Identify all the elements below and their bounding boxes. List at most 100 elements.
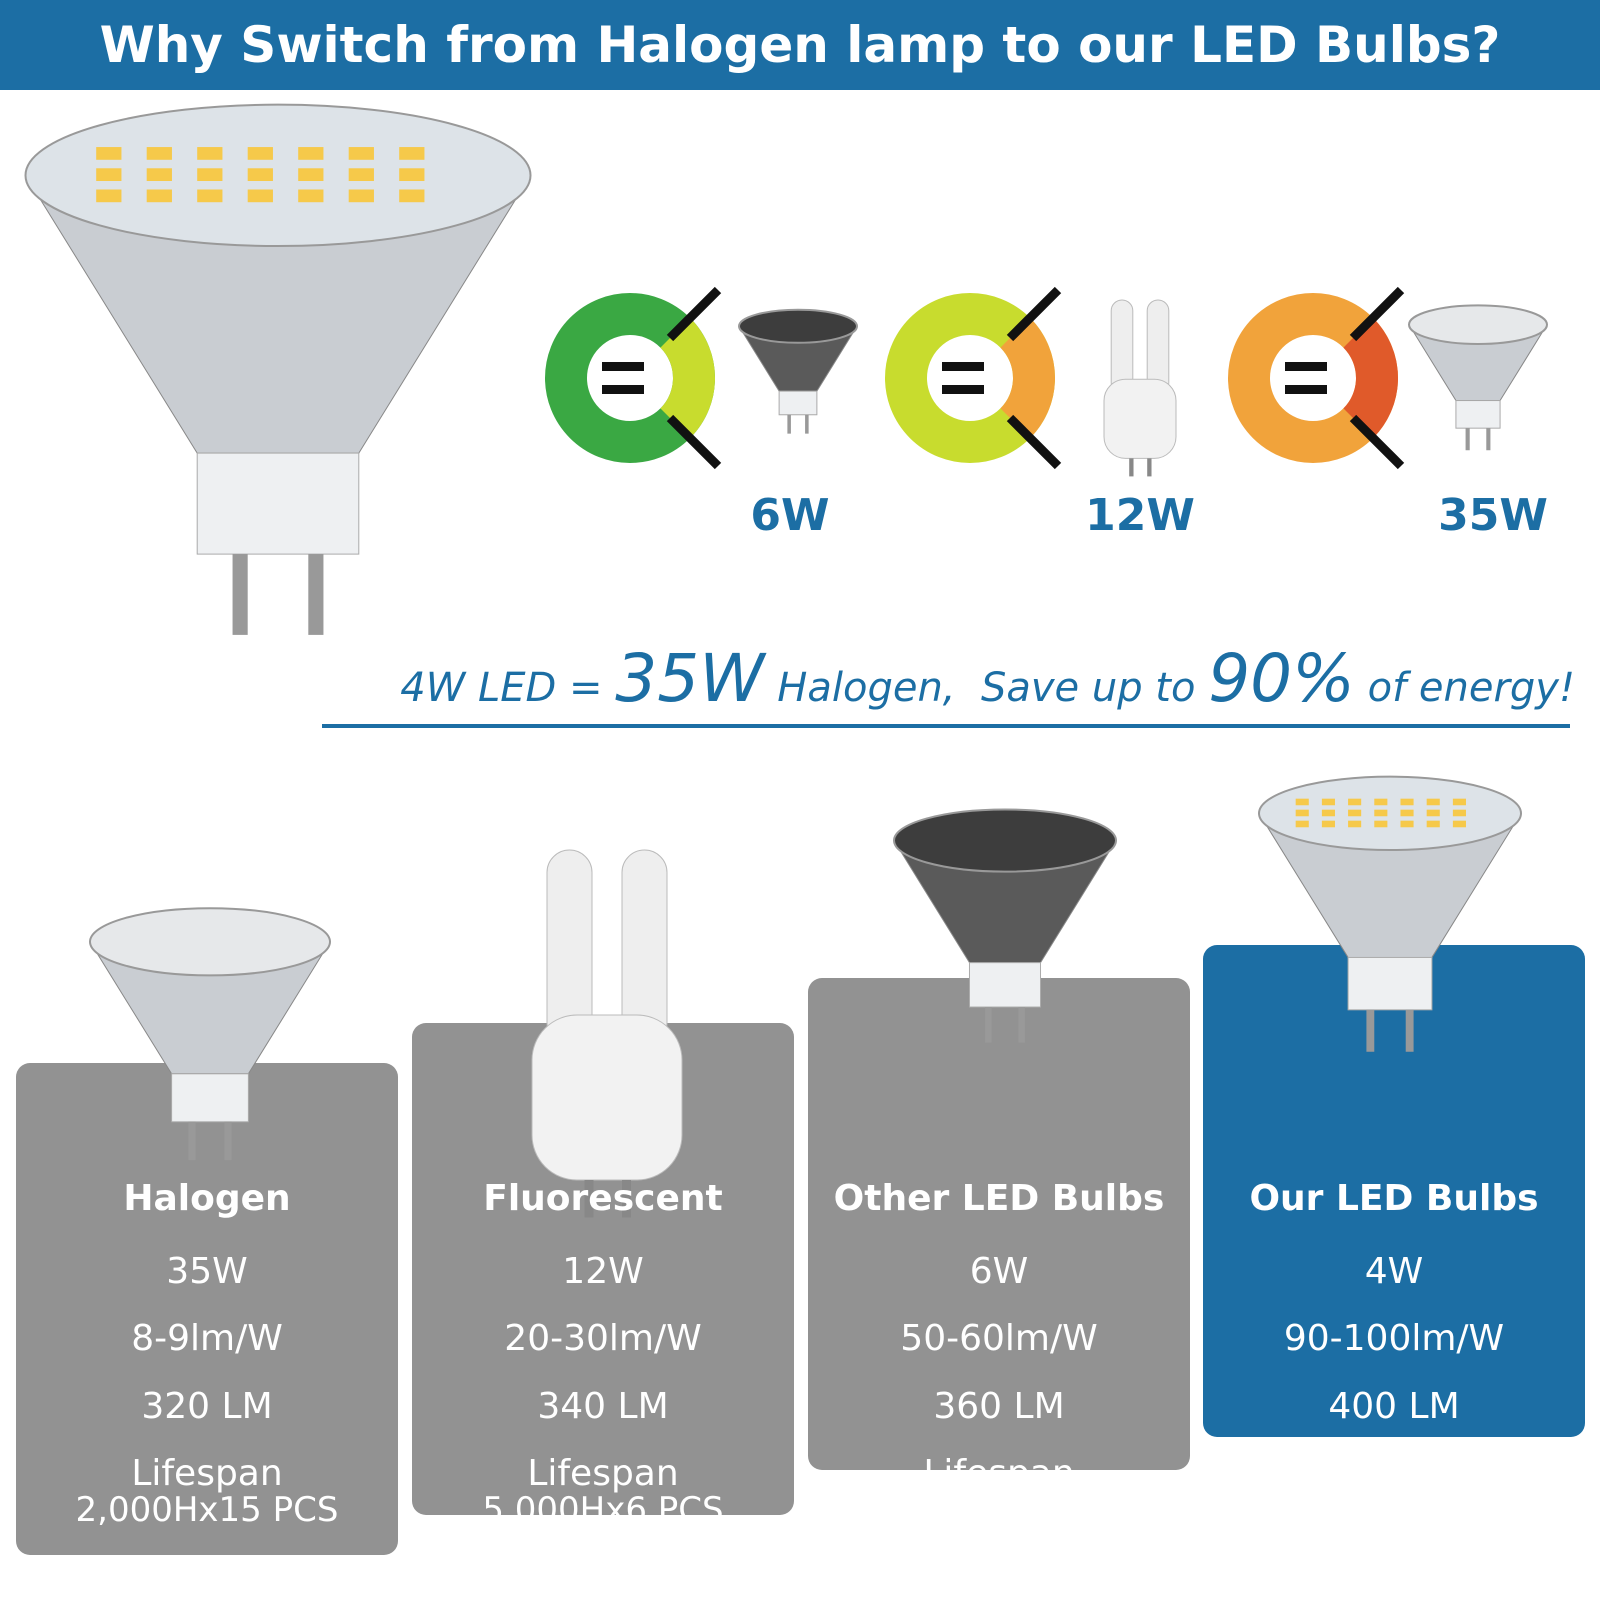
led-chip (1400, 798, 1414, 806)
led-chip (1321, 809, 1335, 817)
bulb-icon (89, 907, 331, 1161)
pin (584, 1180, 594, 1218)
led-chip (146, 147, 172, 160)
bulb-base (778, 390, 818, 416)
pin (1486, 428, 1491, 451)
equals-bar (1285, 362, 1327, 371)
ring-tick (666, 414, 722, 470)
ring-tick (1349, 286, 1405, 342)
bulb-base (968, 962, 1042, 1008)
led-chip (298, 147, 324, 160)
led-chip (96, 168, 122, 182)
slogan-text: 4W LED = (400, 665, 603, 711)
ring-tick (1349, 414, 1405, 470)
bulb-icon (1408, 304, 1548, 451)
pin (1129, 458, 1134, 477)
led-chip (1452, 798, 1466, 806)
led-chip (1400, 809, 1414, 817)
card-lifespan: 2,000Hx15 PCS (75, 1489, 339, 1530)
ring-arc (999, 317, 1055, 439)
card-efficiency: 20-30lm/W (504, 1318, 702, 1360)
bulb-base (1347, 956, 1433, 1011)
slogan-text: of energy! (1367, 665, 1575, 711)
bulb-rim (89, 907, 331, 977)
bulb-rim (1408, 304, 1548, 345)
wattage: 35W (1438, 490, 1548, 541)
led-chip (1295, 809, 1309, 817)
ring-tick (666, 286, 722, 342)
bulb-icon (24, 103, 532, 635)
pin (787, 414, 791, 434)
bulb-base (196, 452, 360, 555)
card-power: 12W (562, 1251, 644, 1293)
bulb-rim (24, 103, 532, 248)
slogan-text: Halogen, (777, 665, 956, 711)
pin (1465, 428, 1470, 451)
led-chip (96, 147, 122, 160)
underline (322, 724, 1570, 728)
led-chip (1321, 798, 1335, 806)
card-lifespan-label: Lifespan (131, 1453, 283, 1495)
card (808, 978, 1190, 1470)
pin (1018, 1007, 1025, 1043)
card-lifespan-label: Lifespan (1318, 1453, 1470, 1495)
pin (985, 1007, 992, 1043)
led-chip (197, 168, 223, 182)
card-power: 6W (969, 1251, 1029, 1293)
bulb-base (171, 1073, 249, 1123)
card-lifespan-label: Lifespan (527, 1453, 679, 1495)
led-chip (1374, 820, 1388, 828)
card-lifespan-label: Lifespan (923, 1453, 1075, 1495)
led-chip (1348, 809, 1362, 817)
led-chip (146, 189, 172, 203)
card (16, 1063, 398, 1555)
bulb-base (1103, 378, 1177, 459)
ring-tick (1006, 286, 1062, 342)
wattage: 6W (750, 490, 830, 541)
led-chip (1321, 820, 1335, 828)
led-chip (348, 168, 374, 182)
card-name: Our LED Bulbs (1249, 1178, 1539, 1220)
bulb-rim (893, 808, 1117, 873)
pin (1366, 1009, 1375, 1052)
equals-bar (1285, 385, 1327, 394)
card-name: Other LED Bulbs (833, 1178, 1165, 1220)
pin (224, 1121, 232, 1161)
card-efficiency: 50-60lm/W (900, 1318, 1098, 1360)
led-chip (247, 147, 273, 160)
slogan: 4W LED = 35W Halogen, Save up to 90% of … (300, 640, 1575, 717)
wattage: 12W (1085, 490, 1195, 541)
slogan-text: Save up to (980, 665, 1196, 711)
led-chip (1374, 809, 1388, 817)
pin (622, 1180, 631, 1218)
led-chip (348, 147, 374, 160)
card-efficiency: 8-9lm/W (131, 1318, 283, 1360)
led-chip (197, 147, 223, 160)
led-chip (247, 189, 273, 203)
led-chip (1426, 809, 1440, 817)
led-chip (298, 168, 324, 182)
card-lumen: 360 LM (933, 1386, 1065, 1428)
bulb-rim (738, 308, 858, 344)
led-chip (96, 189, 122, 203)
card-name: Halogen (123, 1178, 291, 1220)
card-lifespan: 5,000Hx6 PCS (482, 1489, 724, 1530)
pin (1405, 1009, 1414, 1052)
bulb-icon (1258, 775, 1522, 1052)
led-chip (298, 189, 324, 203)
card-power: 4W (1364, 1251, 1424, 1293)
led-chip (399, 189, 425, 203)
card (1203, 945, 1585, 1437)
equals-bar (602, 362, 644, 371)
card-lumen: 400 LM (1328, 1386, 1460, 1428)
bulb-icon (893, 808, 1117, 1043)
bulb-icon (738, 308, 858, 434)
card-efficiency: 90-100lm/W (1283, 1318, 1505, 1360)
pin (188, 1121, 196, 1161)
ring-arc (1342, 317, 1398, 439)
bulb-rim (1258, 775, 1522, 852)
bulb-base (531, 1014, 683, 1181)
led-chip (1348, 798, 1362, 806)
led-chip (1400, 820, 1414, 828)
